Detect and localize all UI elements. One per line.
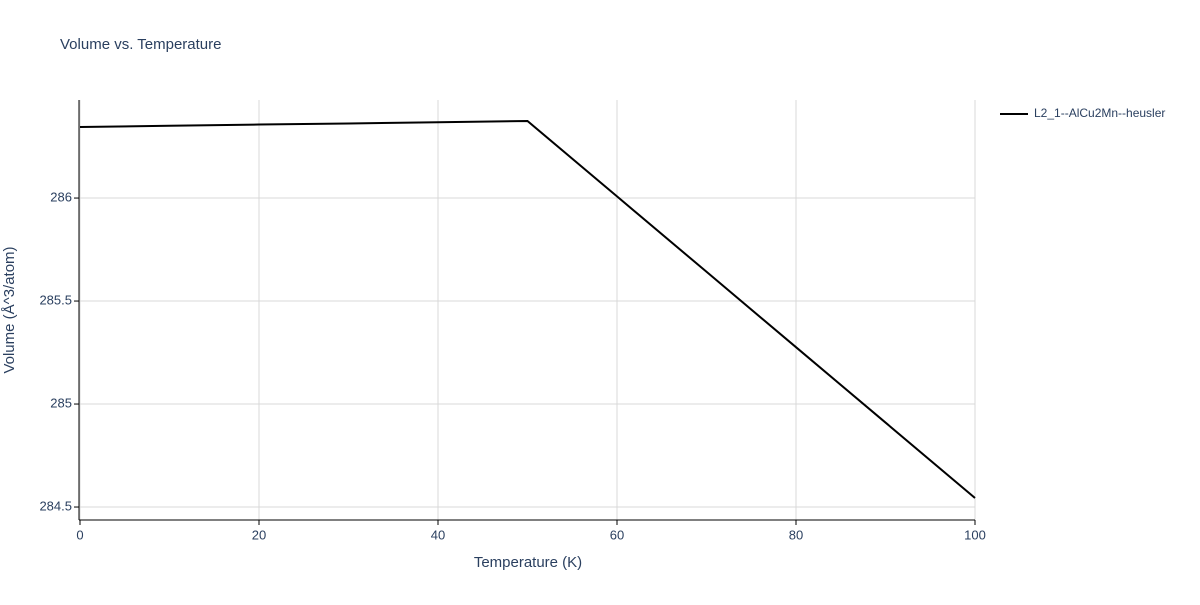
x-tick-label: 40: [431, 527, 445, 542]
legend: L2_1--AlCu2Mn--heusler: [1000, 106, 1165, 120]
x-tick-label: 60: [610, 527, 624, 542]
plot: [79, 120, 976, 499]
x-tick-label: 80: [789, 527, 803, 542]
y-axis-title: Volume (Å^3/atom): [1, 246, 18, 373]
y-tick-label: 284.5: [39, 498, 72, 513]
y-tick-label: 285: [50, 395, 72, 410]
line: [79, 120, 976, 499]
y-tick-label: 286: [50, 189, 72, 204]
x-axis-title: Temperature (K): [474, 554, 582, 571]
legend-label: L2_1--AlCu2Mn--heusler: [1034, 106, 1165, 120]
x-tick-label: 0: [76, 527, 83, 542]
x-tick-label: 20: [252, 527, 266, 542]
grid: 284.5 285 285.5 286 0 20 40 60 80 100: [39, 100, 986, 542]
x-tick-label: 100: [964, 527, 986, 542]
chart-title: Volume vs. Temperature: [60, 36, 221, 53]
y-tick-label: 285.5: [39, 292, 72, 307]
